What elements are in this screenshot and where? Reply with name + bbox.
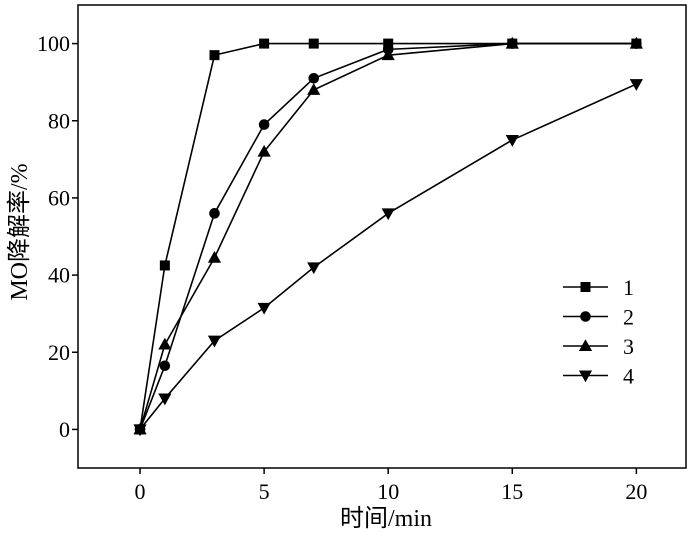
y-tick-label: 80 <box>48 108 70 133</box>
series-line <box>139 83 637 430</box>
legend-entry: 1 <box>563 275 634 300</box>
series-4 <box>133 79 643 437</box>
y-tick-label: 40 <box>48 263 70 288</box>
tick-layer: 0 5 10 15 20 0 20 40 60 80 100 <box>37 31 647 504</box>
series-3 <box>133 36 643 435</box>
legend-marker <box>578 370 593 383</box>
data-point <box>159 360 171 372</box>
legend-marker <box>578 339 593 351</box>
y-tick-label: 60 <box>48 185 70 210</box>
data-point <box>383 38 394 49</box>
y-tick-label: 20 <box>48 340 70 365</box>
x-tick-label: 20 <box>625 479 647 504</box>
data-point <box>381 48 395 61</box>
data-point <box>207 250 222 263</box>
y-tick-label: 100 <box>37 31 70 56</box>
data-point <box>381 208 395 221</box>
data-point <box>159 260 170 271</box>
data-point <box>307 83 321 95</box>
data-point <box>258 119 270 130</box>
series-line <box>139 42 637 430</box>
data-point <box>209 50 220 61</box>
data-point <box>629 36 643 49</box>
data-point <box>257 144 271 157</box>
series-line <box>139 42 637 430</box>
legend-label: 4 <box>623 364 634 389</box>
data-point <box>629 79 643 91</box>
legend-label: 3 <box>623 334 634 359</box>
y-tick-label: 0 <box>59 417 70 442</box>
series-layer <box>133 36 643 437</box>
data-point <box>505 36 519 49</box>
x-axis-title: 时间/min <box>340 505 432 532</box>
data-point <box>207 335 222 348</box>
legend-marker <box>580 282 591 292</box>
series-line <box>139 42 637 430</box>
data-point <box>307 262 321 275</box>
x-tick-label: 0 <box>135 479 146 504</box>
x-tick-label: 15 <box>501 479 523 504</box>
legend: 1 2 3 4 <box>563 275 634 389</box>
y-axis-title: MO降解率/% <box>6 163 33 300</box>
legend-label: 2 <box>623 305 634 330</box>
data-point <box>308 38 319 49</box>
legend-entry: 4 <box>563 364 634 389</box>
data-point <box>158 337 172 350</box>
x-tick-label: 5 <box>259 479 270 504</box>
legend-marker <box>580 311 591 322</box>
legend-entry: 2 <box>563 305 634 330</box>
data-point <box>505 135 519 147</box>
data-point <box>257 302 271 315</box>
data-point <box>308 73 320 84</box>
legend-entry: 3 <box>563 334 634 359</box>
x-tick-label: 10 <box>377 479 399 504</box>
data-point <box>133 424 147 437</box>
legend-label: 1 <box>623 275 634 300</box>
plot-frame <box>77 4 687 469</box>
data-point <box>259 38 270 49</box>
data-point <box>158 393 172 406</box>
data-point <box>209 208 220 219</box>
